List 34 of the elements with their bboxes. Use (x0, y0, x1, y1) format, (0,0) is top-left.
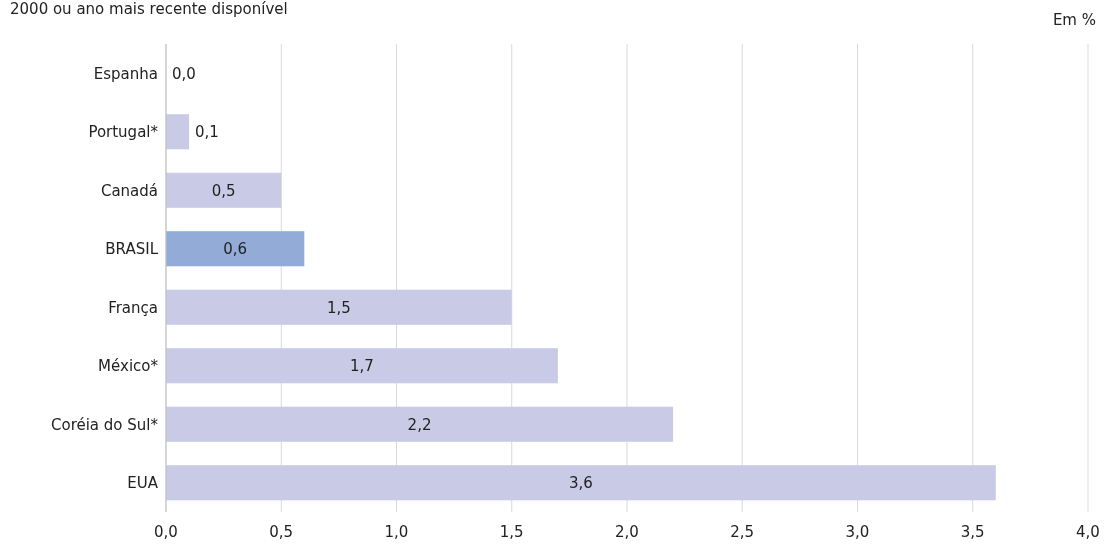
data-label: 0,0 (172, 64, 196, 83)
text: Em % (1052, 11, 1096, 29)
x-tick-label: 2,5 (730, 523, 755, 542)
x-tick-label: 3,0 (845, 523, 870, 542)
y-tick-label: Espanha (93, 64, 158, 83)
data-label: 2,2 (407, 415, 432, 434)
bar (166, 348, 558, 384)
data-label: 0,1 (195, 123, 219, 141)
bar (166, 231, 305, 267)
bar (166, 172, 282, 208)
x-tick-label: 3,5 (960, 523, 985, 542)
chart-subtitle: 2000 ou ano mais recente disponível (10, 0, 288, 18)
y-tick-label: França (108, 298, 158, 317)
x-tick-label: 4,0 (1076, 523, 1100, 542)
y-tick-label: BRASIL (105, 240, 159, 258)
y-tick-label: México* (98, 357, 159, 375)
y-tick-label: Canadá (100, 181, 158, 200)
x-tick-label: 1,5 (499, 523, 524, 542)
bar (166, 289, 512, 325)
data-label: 1,7 (350, 357, 374, 375)
bar (166, 114, 190, 150)
y-tick-label: Portugal* (88, 123, 159, 141)
data-label: 0,6 (223, 240, 248, 258)
x-tick-label: 2,0 (615, 523, 639, 542)
bar (166, 406, 674, 442)
x-tick-label: 0,0 (154, 523, 178, 542)
data-label: 1,5 (326, 298, 351, 317)
y-tick-label: Coréia do Sul* (50, 415, 159, 434)
y-tick-label: EUA (127, 474, 159, 492)
data-label: 3,6 (568, 474, 593, 492)
bar (166, 465, 996, 501)
data-label: 0,5 (211, 181, 236, 200)
x-tick-label: 0,5 (269, 523, 294, 542)
x-tick-label: 1,0 (384, 523, 409, 542)
